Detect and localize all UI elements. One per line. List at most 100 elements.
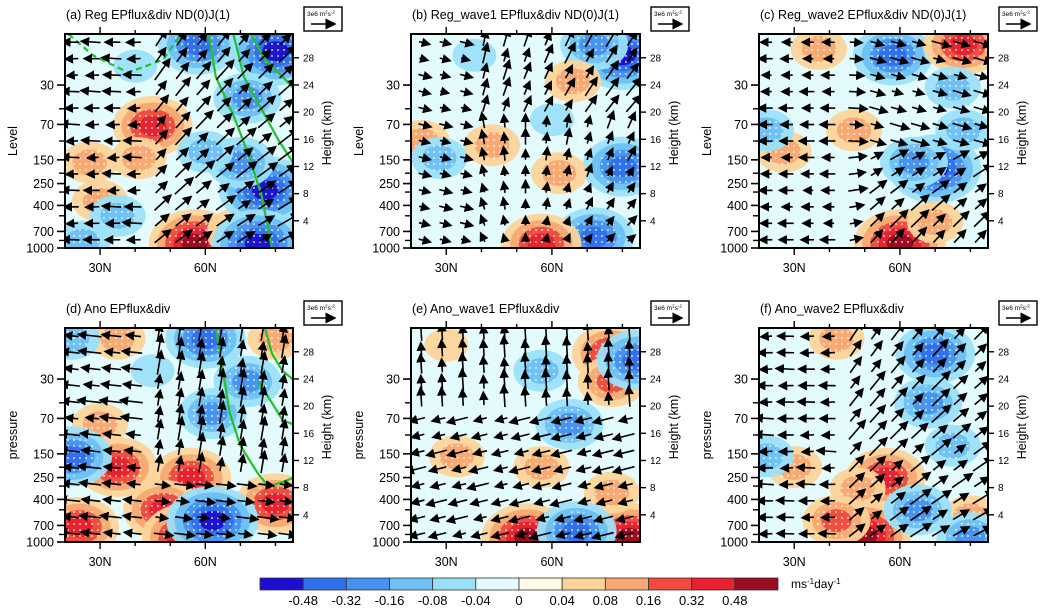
ep-flux-vector <box>562 164 572 177</box>
ep-flux-vector <box>541 354 551 373</box>
ep-flux-vector <box>582 328 593 341</box>
ep-flux-vector <box>584 65 595 79</box>
ep-flux-vector <box>101 495 121 506</box>
ep-flux-vector <box>512 480 530 491</box>
ep-flux-vector <box>80 446 101 456</box>
ep-flux-vector <box>215 127 236 146</box>
ep-flux-vector <box>870 492 884 504</box>
ep-flux-vector <box>614 530 634 540</box>
ep-flux-vector <box>932 357 947 373</box>
ep-flux-vector <box>65 185 80 195</box>
ep-flux-vector <box>869 179 888 194</box>
ep-flux-vector <box>106 152 120 163</box>
ep-flux-vector <box>550 415 572 426</box>
ep-flux-vector <box>175 111 191 129</box>
ep-flux-vector <box>439 152 452 163</box>
ep-flux-vector <box>890 328 906 341</box>
ep-flux-vector <box>460 153 475 163</box>
ep-flux-vector <box>953 137 971 147</box>
ep-flux-vector <box>931 194 951 211</box>
ep-flux-vector <box>972 508 988 521</box>
y-tick-label: 1000 <box>372 536 400 550</box>
ep-flux-vector <box>583 233 593 244</box>
ep-flux-vector <box>523 94 532 112</box>
ep-flux-vector <box>890 137 909 147</box>
ep-flux-vector <box>889 506 910 521</box>
ep-flux-vector <box>499 196 510 210</box>
ep-flux-vector <box>65 528 81 538</box>
y-right-tick-label: 12 <box>998 456 1010 467</box>
ep-flux-vector <box>931 525 951 537</box>
ep-flux-vector <box>953 374 969 390</box>
ep-flux-vector <box>258 350 269 375</box>
ep-flux-vector <box>973 476 988 488</box>
ep-flux-vector <box>891 340 904 357</box>
reference-vector: 3e6 m2s-2 <box>303 6 343 32</box>
shade-blob <box>113 49 158 83</box>
ep-flux-vector <box>102 462 121 473</box>
y-right-tick-label: 24 <box>650 80 662 91</box>
ep-flux-vector <box>439 37 453 48</box>
ep-flux-vector <box>416 328 426 342</box>
reference-vector: 3e6 m2s-2 <box>998 300 1038 326</box>
ep-flux-vector <box>155 148 167 161</box>
ep-flux-vector <box>237 339 247 357</box>
ep-flux-vector <box>155 79 167 96</box>
colorbar-tick-label: -0.16 <box>375 593 405 608</box>
ep-flux-vector <box>932 87 949 98</box>
ep-flux-vector <box>952 509 971 521</box>
ep-flux-vector <box>912 342 924 356</box>
ep-flux-vector <box>418 37 432 48</box>
x-tick-label: 30N <box>783 555 806 569</box>
plot-area <box>759 34 988 248</box>
ep-flux-vector <box>258 369 268 391</box>
ep-flux-vector <box>125 429 141 440</box>
ep-flux-vector <box>411 414 426 425</box>
ep-flux-vector <box>451 463 467 474</box>
y-right-tick-label: 12 <box>303 162 315 173</box>
significance-stipple <box>227 220 288 248</box>
ep-flux-vector <box>583 114 593 128</box>
y-right-axis-label: Height (km) <box>667 101 681 166</box>
panel-a: (a) Reg EPflux&div ND(0)J(1) 30 70 150 250 40… <box>6 6 343 275</box>
ep-flux-vector <box>869 105 889 115</box>
plot-area <box>65 34 293 248</box>
ep-flux-vector <box>418 235 433 245</box>
y-right-tick-label: 24 <box>303 374 315 385</box>
y-tick-label: 150 <box>379 153 400 167</box>
y-right-tick-label: 20 <box>998 402 1010 413</box>
ep-flux-vector <box>176 496 191 506</box>
ep-flux-vector <box>154 418 165 440</box>
y-right-tick-label: 4 <box>650 510 656 521</box>
ep-flux-vector <box>437 328 447 341</box>
y-tick-label: 700 <box>727 519 748 533</box>
ep-flux-vector <box>460 136 474 146</box>
y-right-tick-label: 28 <box>650 347 662 358</box>
ep-flux-vector <box>543 43 554 64</box>
y-axis-label: Level <box>352 126 366 156</box>
ep-flux-vector <box>953 342 967 356</box>
ep-flux-vector <box>411 430 425 441</box>
ep-flux-vector <box>418 87 433 97</box>
ep-flux-vector <box>541 232 551 244</box>
ep-flux-vector <box>564 41 576 64</box>
ep-flux-vector <box>499 334 509 358</box>
ep-flux-vector <box>277 145 293 162</box>
significance-stipple <box>438 442 475 471</box>
ep-flux-vector <box>584 34 597 48</box>
ep-flux-vector <box>471 447 488 457</box>
ep-flux-vector <box>258 496 276 507</box>
shade-blob <box>130 354 175 388</box>
ep-flux-vector <box>279 64 293 79</box>
colorbar-tick-label: 0 <box>515 593 522 608</box>
ep-flux-vector <box>99 511 122 522</box>
plot-area <box>759 328 988 542</box>
ep-flux-vector <box>175 76 192 97</box>
ep-flux-vector <box>624 384 634 407</box>
ep-flux-vector <box>424 448 448 459</box>
y-tick-label: 400 <box>379 493 400 507</box>
ep-flux-vector <box>499 180 510 194</box>
colorbar-bin <box>518 577 563 591</box>
ep-flux-vector <box>418 169 433 179</box>
ep-flux-vector <box>196 328 206 342</box>
